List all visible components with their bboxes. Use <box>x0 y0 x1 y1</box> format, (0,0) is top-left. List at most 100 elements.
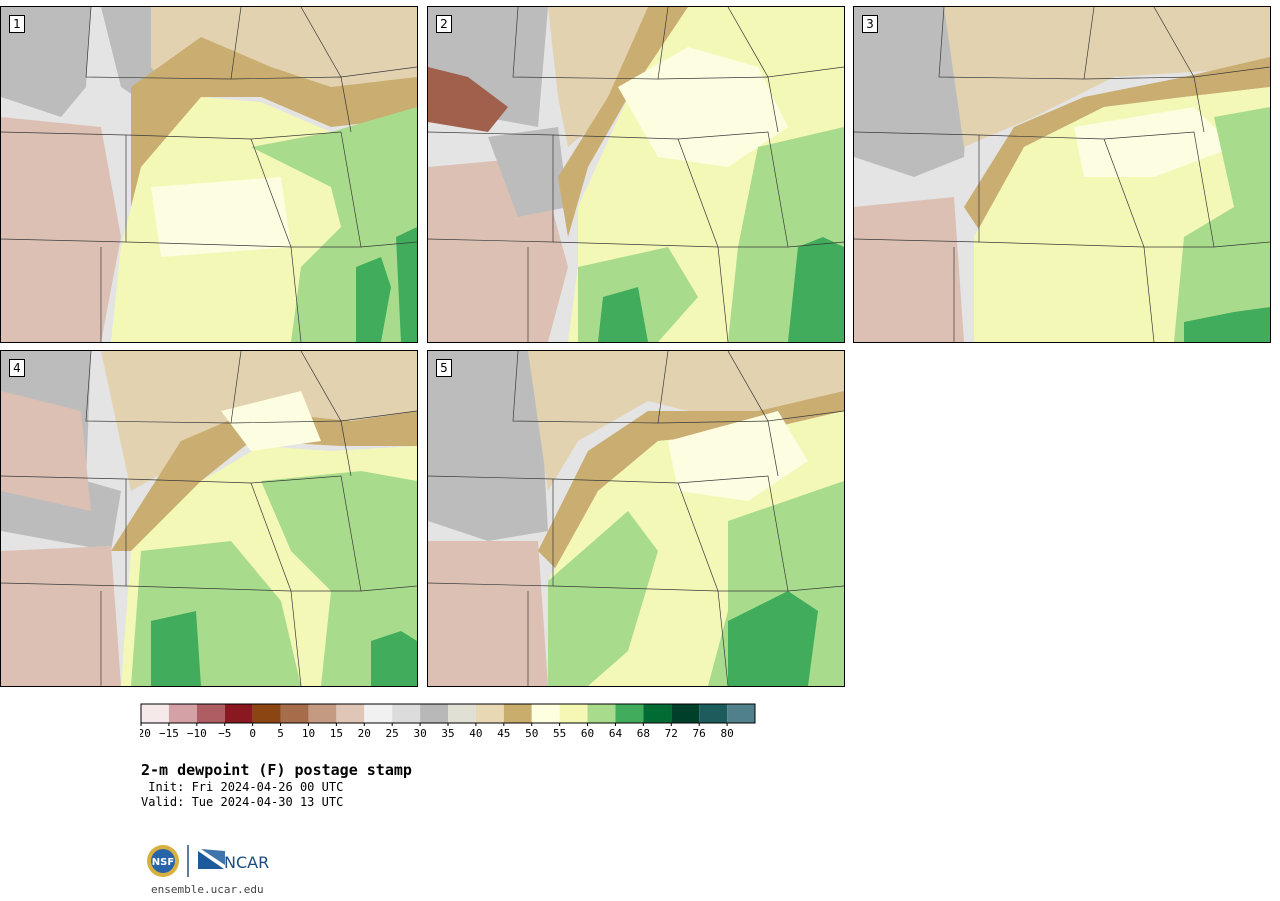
dewpoint-region <box>548 511 658 686</box>
colorbar-swatch <box>252 704 281 723</box>
state-border <box>787 241 844 248</box>
panel-number-label: 5 <box>436 359 452 377</box>
state-border <box>428 131 554 243</box>
dewpoint-region <box>428 541 548 686</box>
dewpoint-region <box>618 47 788 167</box>
colorbar-tick-label: 20 <box>358 727 371 740</box>
colorbar-swatch <box>448 704 476 723</box>
state-border <box>300 7 417 78</box>
colorbar-tick-label: 30 <box>413 727 426 740</box>
state-border <box>727 7 844 78</box>
colorbar-swatch <box>671 704 700 723</box>
ncar-mark-icon <box>198 851 224 869</box>
valid-time: Valid: Tue 2024-04-30 13 UTC <box>141 795 344 809</box>
dewpoint-map-2 <box>428 7 844 342</box>
dewpoint-region <box>221 391 321 451</box>
dewpoint-region <box>1 117 121 342</box>
forecast-panel-1[interactable]: 1 <box>0 6 418 343</box>
colorbar-tick-label: 35 <box>441 727 454 740</box>
colorbar-swatch <box>308 704 337 723</box>
nsf-ncar-logo: NSF NCAR <box>147 845 269 877</box>
dewpoint-region <box>558 7 688 237</box>
colorbar-swatch <box>587 704 616 723</box>
dewpoint-colorbar: −20 −15 −10 −5 0 5 10 15 20 25 30 35 40 45 50 55 60 64 68 7… <box>140 703 756 740</box>
colorbar-swatch <box>615 704 644 723</box>
state-border <box>512 351 669 424</box>
state-border <box>787 585 844 592</box>
colorbar-tick-label: 5 <box>277 727 284 740</box>
state-border <box>512 7 669 80</box>
dewpoint-region <box>428 67 508 132</box>
state-border <box>938 7 1095 80</box>
site-url: ensemble.ucar.edu <box>151 883 264 896</box>
colorbar-tick-label: 76 <box>693 727 706 740</box>
colorbar-tick-label: 68 <box>637 727 650 740</box>
dewpoint-region <box>1 391 91 511</box>
dewpoint-region <box>428 351 548 541</box>
state-border <box>360 585 417 592</box>
state-border <box>250 475 362 592</box>
dewpoint-region <box>356 257 391 342</box>
dewpoint-map-4 <box>1 351 417 686</box>
state-border <box>85 7 242 80</box>
colorbar-tick-label: −20 <box>140 727 151 740</box>
dewpoint-region <box>151 611 201 686</box>
dewpoint-region <box>396 227 417 342</box>
colorbar-swatch <box>280 704 309 723</box>
colorbar-tick-label: −15 <box>159 727 179 740</box>
colorbar-swatch <box>224 704 253 723</box>
colorbar-tick-label: −10 <box>187 727 207 740</box>
state-border <box>360 241 417 248</box>
dewpoint-region <box>668 411 808 501</box>
colorbar-swatch <box>727 704 755 723</box>
forecast-panel-3[interactable]: 3 <box>853 6 1271 343</box>
dewpoint-region <box>131 37 417 207</box>
state-border <box>1103 131 1215 248</box>
state-border <box>677 131 789 248</box>
state-border <box>854 131 980 243</box>
ncar-text: NCAR <box>224 853 269 872</box>
dewpoint-region <box>151 177 291 257</box>
colorbar-swatch <box>699 704 728 723</box>
colorbar-tick-label: 40 <box>469 727 482 740</box>
dewpoint-region <box>964 57 1270 237</box>
colorbar-swatch <box>336 704 365 723</box>
colorbar-swatch <box>392 704 421 723</box>
colorbar-swatch <box>420 704 448 723</box>
colorbar-swatch <box>531 704 560 723</box>
dewpoint-region <box>1 546 121 686</box>
colorbar-tick-label: 80 <box>720 727 733 740</box>
dewpoint-region <box>1 7 91 117</box>
colorbar-swatch <box>168 704 197 723</box>
state-border <box>677 475 789 592</box>
colorbar-tick-label: 64 <box>609 727 623 740</box>
colorbar-swatch <box>364 704 393 723</box>
colorbar-tick-label: 0 <box>249 727 256 740</box>
colorbar-swatch <box>475 704 504 723</box>
panel-number-label: 2 <box>436 15 452 33</box>
colorbar-swatch <box>503 704 532 723</box>
forecast-panel-5[interactable]: 5 <box>427 350 845 687</box>
colorbar-tick-label: 15 <box>330 727 343 740</box>
colorbar-tick-label: −5 <box>218 727 231 740</box>
dewpoint-region <box>944 7 1270 147</box>
colorbar-tick-label: 60 <box>581 727 594 740</box>
dewpoint-map-1 <box>1 7 417 342</box>
forecast-panel-4[interactable]: 4 <box>0 350 418 687</box>
state-border <box>250 131 362 248</box>
dewpoint-region <box>1174 107 1270 342</box>
colorbar-tick-label: 72 <box>665 727 678 740</box>
dewpoint-region <box>528 351 844 491</box>
forecast-panel-2[interactable]: 2 <box>427 6 845 343</box>
dewpoint-region <box>854 197 964 342</box>
dewpoint-region <box>538 391 844 571</box>
dewpoint-region <box>598 287 648 342</box>
init-time: Init: Fri 2024-04-26 00 UTC <box>141 780 344 794</box>
state-border <box>1 131 127 243</box>
dewpoint-region <box>371 631 417 686</box>
state-border <box>428 475 554 587</box>
dewpoint-map-3 <box>854 7 1270 342</box>
dewpoint-region <box>788 237 844 342</box>
dewpoint-region <box>111 411 417 551</box>
dewpoint-region <box>1074 107 1234 177</box>
